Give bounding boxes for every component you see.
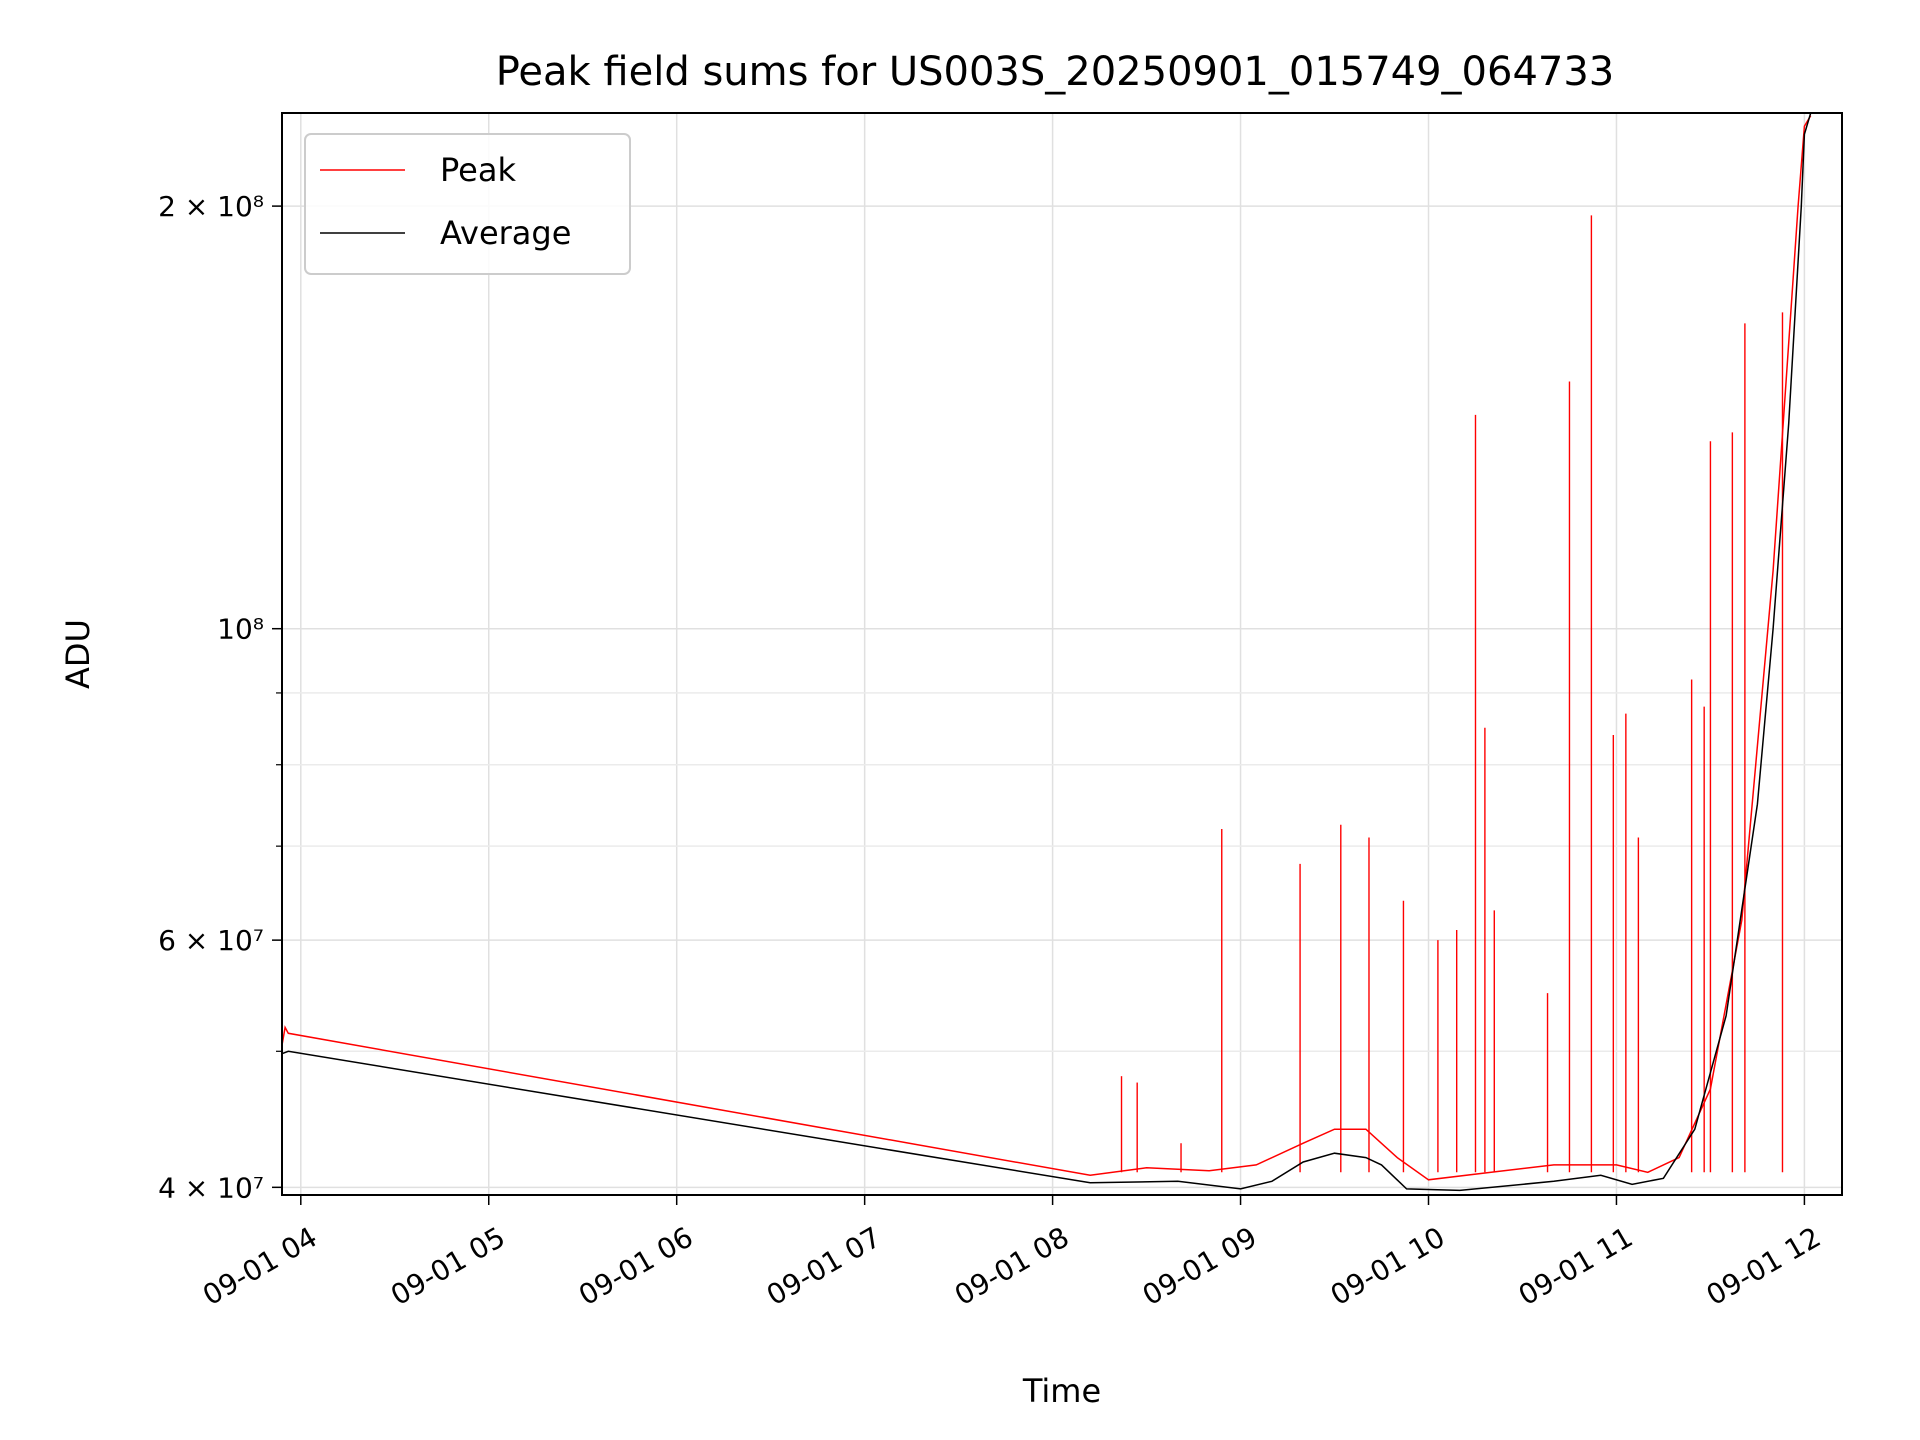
x-axis-title: Time (1022, 1372, 1101, 1410)
chart-title: Peak field sums for US003S_20250901_0157… (496, 49, 1615, 95)
legend-label-average: Average (440, 214, 571, 252)
legend-label-peak: Peak (440, 151, 516, 189)
legend-box (304, 133, 631, 275)
plot-frame (281, 112, 1843, 1196)
y-axis-title: ADU (59, 619, 97, 689)
series-line-peak (282, 115, 1812, 1181)
y-tick-label: 2 × 10⁸ (158, 190, 264, 223)
series-line-average (282, 113, 1812, 1192)
y-tick-label: 10⁸ (217, 613, 264, 646)
legend: Peak Average (304, 133, 631, 275)
y-tick-label: 4 × 10⁷ (158, 1171, 264, 1204)
series (282, 113, 1812, 1192)
y-tick-label: 6 × 10⁷ (158, 924, 264, 957)
grid (282, 113, 1842, 1195)
